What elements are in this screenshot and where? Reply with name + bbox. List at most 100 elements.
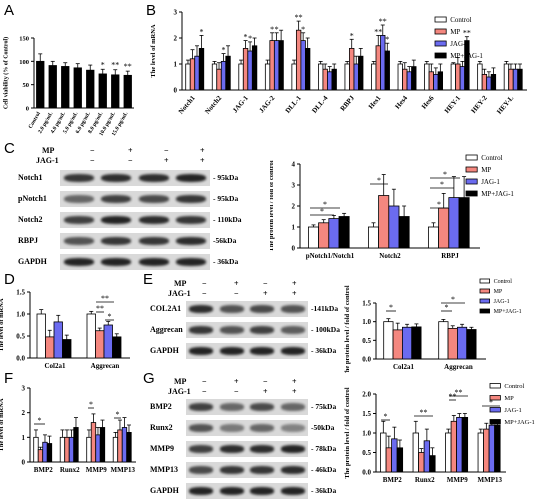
blot-band bbox=[280, 326, 305, 334]
blot-band bbox=[63, 258, 94, 266]
x-tick-label: RBPJ bbox=[339, 94, 357, 113]
jag-sign-4: + bbox=[292, 289, 297, 298]
x-tick-label: Aggrecan bbox=[444, 363, 473, 371]
blot-strip bbox=[186, 399, 308, 415]
bar bbox=[423, 440, 431, 473]
panel-label-d: D bbox=[4, 271, 15, 288]
blot-kda-label: -141kDa bbox=[311, 304, 339, 313]
x-tick-label: Aggrecan bbox=[91, 362, 120, 370]
legend-label: MP bbox=[450, 28, 460, 36]
y-tick-label: 50 bbox=[23, 82, 30, 89]
bar bbox=[112, 336, 122, 359]
y-tick-label: 1.0 bbox=[16, 311, 25, 319]
bar bbox=[189, 58, 196, 91]
panel-label-e: E bbox=[143, 271, 154, 288]
y-tick-label: 1 bbox=[292, 224, 296, 232]
y-axis-title: The level of mRNA bbox=[0, 398, 5, 452]
blot-band bbox=[63, 195, 94, 203]
jag-sign-1: − bbox=[202, 289, 207, 298]
x-tick-label: Hes6 bbox=[420, 94, 436, 111]
bar bbox=[73, 67, 82, 109]
significance-star: * bbox=[323, 200, 327, 209]
bar bbox=[117, 429, 123, 463]
western-blot-e: MP JAG-1 − + − + − − + + COL2A1 -141kDa Ag… bbox=[150, 276, 340, 372]
blot-row-label: Notch2 bbox=[18, 215, 43, 224]
protein-notch-chart: 0 1 2 3 4 The protein level / fold of control… bbox=[270, 154, 514, 260]
mrna-bmp2-mmp-chart: 0 1 2 3 The level of mRNA BMP2 Runx2 MMP9 MMP13 *… bbox=[0, 385, 136, 474]
y-tick-label: 3 bbox=[174, 9, 178, 17]
blot-band bbox=[176, 258, 207, 266]
y-tick-label: 1 bbox=[174, 61, 178, 69]
blot-band bbox=[101, 195, 132, 203]
blot-band bbox=[219, 487, 244, 495]
mp-sign-2: + bbox=[234, 279, 239, 288]
legend-label: MP+JAG-1 bbox=[481, 190, 514, 198]
blot-band bbox=[189, 466, 214, 474]
mp-label: MP bbox=[174, 279, 187, 288]
mp-label: MP bbox=[174, 377, 187, 386]
blot-kda-label: - 36kDa bbox=[213, 257, 239, 266]
blot-band bbox=[219, 347, 244, 355]
blot-band bbox=[138, 216, 169, 224]
significance-star: * bbox=[389, 303, 393, 312]
bar bbox=[242, 48, 249, 91]
bar bbox=[86, 436, 92, 463]
bar bbox=[392, 329, 403, 360]
jag-sign-2: − bbox=[128, 156, 133, 165]
bar bbox=[457, 326, 468, 360]
bar bbox=[291, 63, 297, 91]
blot-band bbox=[189, 445, 214, 453]
legend-swatch bbox=[489, 383, 501, 389]
blot-strip bbox=[186, 441, 308, 457]
bar bbox=[86, 69, 95, 109]
protein-col2a1-aggrecan-chart: 0.0 0.5 1.0 1.5 The protein level / fold of … bbox=[344, 278, 522, 373]
legend-label: MP bbox=[494, 289, 503, 295]
legend-swatch bbox=[434, 16, 447, 23]
blot-band bbox=[63, 237, 94, 245]
bar bbox=[295, 29, 302, 91]
bar bbox=[121, 427, 128, 463]
jag-sign-1: − bbox=[90, 156, 95, 165]
bar bbox=[450, 63, 457, 91]
significance-star: * bbox=[270, 25, 274, 34]
y-tick-label: 1.0 bbox=[362, 430, 371, 438]
jag-sign-4: + bbox=[200, 156, 205, 165]
bar bbox=[402, 68, 408, 91]
blot-row-label: COL2A1 bbox=[150, 304, 182, 313]
x-tick-label: DLL-4 bbox=[310, 94, 329, 115]
western-blot-g: MP JAG-1 − + − + − − + + BMP2 - 75kDa Runx… bbox=[150, 374, 340, 502]
blot-band bbox=[219, 403, 244, 411]
blot-row-label: GAPDH bbox=[18, 257, 47, 266]
bar bbox=[322, 68, 328, 91]
bar bbox=[61, 66, 70, 109]
bar bbox=[503, 63, 510, 91]
bar bbox=[349, 48, 355, 91]
blot-band bbox=[280, 445, 305, 453]
bar bbox=[483, 428, 490, 473]
significance-star: * bbox=[350, 31, 354, 40]
y-tick-label: 3 bbox=[22, 385, 26, 393]
blot-row-label: GAPDH bbox=[150, 346, 179, 355]
x-tick-label: Hes4 bbox=[393, 94, 409, 111]
y-tick-label: 0.5 bbox=[16, 333, 25, 341]
bar bbox=[445, 432, 452, 473]
significance-star: * bbox=[38, 416, 42, 425]
y-tick-label: 1.5 bbox=[362, 410, 371, 418]
significance-star: ** bbox=[295, 13, 303, 22]
legend-swatch bbox=[465, 190, 478, 197]
legend-label: Control bbox=[494, 279, 513, 285]
blot-kda-label: - 36kDa bbox=[311, 486, 337, 495]
blot-kda-label: - 36kDa bbox=[311, 346, 337, 355]
jag-sign-1: − bbox=[202, 387, 207, 396]
jag-sign-2: − bbox=[234, 289, 239, 298]
bar bbox=[45, 336, 55, 359]
panel-label-g: G bbox=[143, 370, 155, 387]
bar bbox=[185, 63, 191, 91]
blot-row-label: BMP2 bbox=[150, 402, 172, 411]
legend-label: JAG-1 bbox=[504, 407, 521, 414]
jag-label: JAG-1 bbox=[36, 156, 59, 165]
bar bbox=[353, 63, 359, 91]
bar bbox=[111, 74, 120, 109]
bar bbox=[424, 63, 430, 91]
bar bbox=[411, 66, 417, 91]
